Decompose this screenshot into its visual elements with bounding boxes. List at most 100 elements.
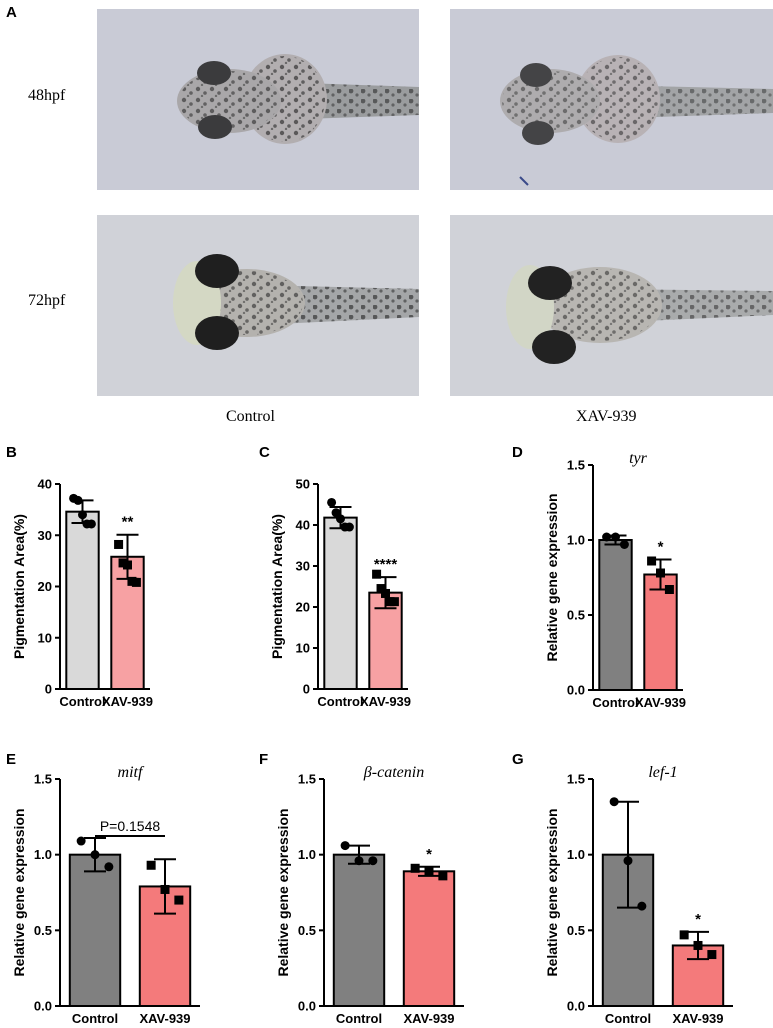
y-axis-label: Pigmentation Area(%) [11, 514, 27, 659]
x-tick-label-control: Control [317, 694, 363, 709]
data-point [90, 850, 100, 860]
y-tick-label: 0.5 [567, 608, 585, 623]
y-tick-label: 1.0 [34, 847, 52, 862]
data-point [438, 871, 448, 881]
x-tick-label-xav939: XAV-939 [635, 695, 686, 710]
chart-title: β-catenin [363, 764, 424, 781]
y-tick-label: 30 [296, 559, 310, 574]
data-point [146, 860, 156, 870]
data-point [340, 841, 350, 851]
data-point [410, 863, 420, 873]
x-tick-label-xav939: XAV-939 [139, 1011, 190, 1026]
x-tick-label-control: Control [59, 694, 105, 709]
data-point [104, 862, 114, 872]
x-tick-label-control: Control [605, 1011, 651, 1026]
data-point [609, 797, 619, 807]
y-tick-label: 0.0 [34, 999, 52, 1014]
data-point [368, 856, 378, 866]
data-point [73, 495, 83, 505]
data-point [389, 597, 399, 607]
data-point [381, 588, 390, 598]
data-point [376, 584, 386, 594]
data-point [664, 585, 674, 594]
panel-letter-a: A [6, 4, 17, 21]
y-tick-label: 40 [38, 477, 52, 492]
y-axis-label: Relative gene expression [11, 808, 27, 976]
bar-control [68, 853, 122, 1008]
y-tick-label: 1.5 [298, 772, 316, 787]
row-label-48hpf: 48hpf [28, 87, 66, 104]
data-point [76, 836, 86, 846]
bar-xav939 [402, 870, 456, 1008]
data-point [679, 930, 689, 940]
y-tick-label: 0 [303, 682, 310, 697]
y-tick-label: 10 [38, 630, 52, 645]
x-tick-label-xav939: XAV-939 [403, 1011, 454, 1026]
significance-label: * [695, 911, 701, 928]
panel-letter-d: D [512, 444, 523, 461]
data-point [623, 856, 633, 866]
data-point [619, 540, 629, 549]
data-point [131, 577, 141, 587]
y-tick-label: 0.0 [567, 683, 585, 698]
bar-xav939 [138, 885, 192, 1007]
x-tick-label-xav939: XAV-939 [672, 1011, 723, 1026]
row-label-72hpf: 72hpf [28, 292, 66, 309]
y-tick-label: 0.5 [298, 923, 316, 938]
y-tick-label: 20 [38, 579, 52, 594]
data-point [114, 539, 124, 549]
panel-letter-c: C [259, 444, 270, 461]
y-tick-label: 0.0 [567, 999, 585, 1014]
data-point [424, 866, 434, 876]
data-point [78, 510, 87, 520]
y-tick-label: 1.0 [567, 847, 585, 862]
data-point [344, 522, 354, 532]
significance-label: **** [374, 556, 398, 573]
y-tick-label: 0.0 [298, 999, 316, 1014]
panel-letter-g: G [512, 751, 524, 768]
y-tick-label: 1.5 [567, 772, 585, 787]
chart-title: tyr [629, 450, 648, 467]
y-tick-label: 10 [296, 641, 310, 656]
data-point [372, 569, 382, 579]
data-point [602, 532, 612, 542]
chart-title: lef-1 [648, 764, 677, 781]
y-tick-label: 30 [38, 528, 52, 543]
panel-letter-e: E [6, 751, 17, 768]
data-point [707, 950, 717, 960]
micrograph-xav939-48hpf [450, 9, 773, 190]
y-tick-label: 0.5 [34, 923, 52, 938]
bar-control [332, 853, 386, 1008]
micrograph-control-72hpf [97, 215, 419, 396]
data-point [611, 532, 620, 542]
bar-control [65, 510, 100, 690]
data-point [647, 556, 657, 566]
data-point [656, 568, 665, 578]
bar-control [323, 516, 358, 690]
y-tick-label: 1.0 [298, 847, 316, 862]
pvalue-label: P=0.1548 [100, 818, 161, 834]
data-point [693, 940, 703, 950]
significance-label: * [658, 539, 664, 556]
significance-label: ** [122, 514, 134, 531]
chart-title: mitf [118, 764, 145, 781]
y-tick-label: 0 [45, 682, 52, 697]
column-label-control: Control [226, 408, 275, 425]
data-point [354, 856, 364, 866]
x-tick-label-control: Control [592, 695, 638, 710]
y-axis-label: Relative gene expression [544, 808, 560, 976]
y-axis-label: Pigmentation Area(%) [269, 514, 285, 659]
significance-label: * [426, 846, 432, 863]
data-point [86, 519, 96, 529]
data-point [336, 514, 345, 524]
y-tick-label: 50 [296, 477, 310, 492]
data-point [123, 560, 132, 570]
column-label-xav939: XAV-939 [576, 408, 637, 425]
y-tick-label: 1.5 [34, 772, 52, 787]
